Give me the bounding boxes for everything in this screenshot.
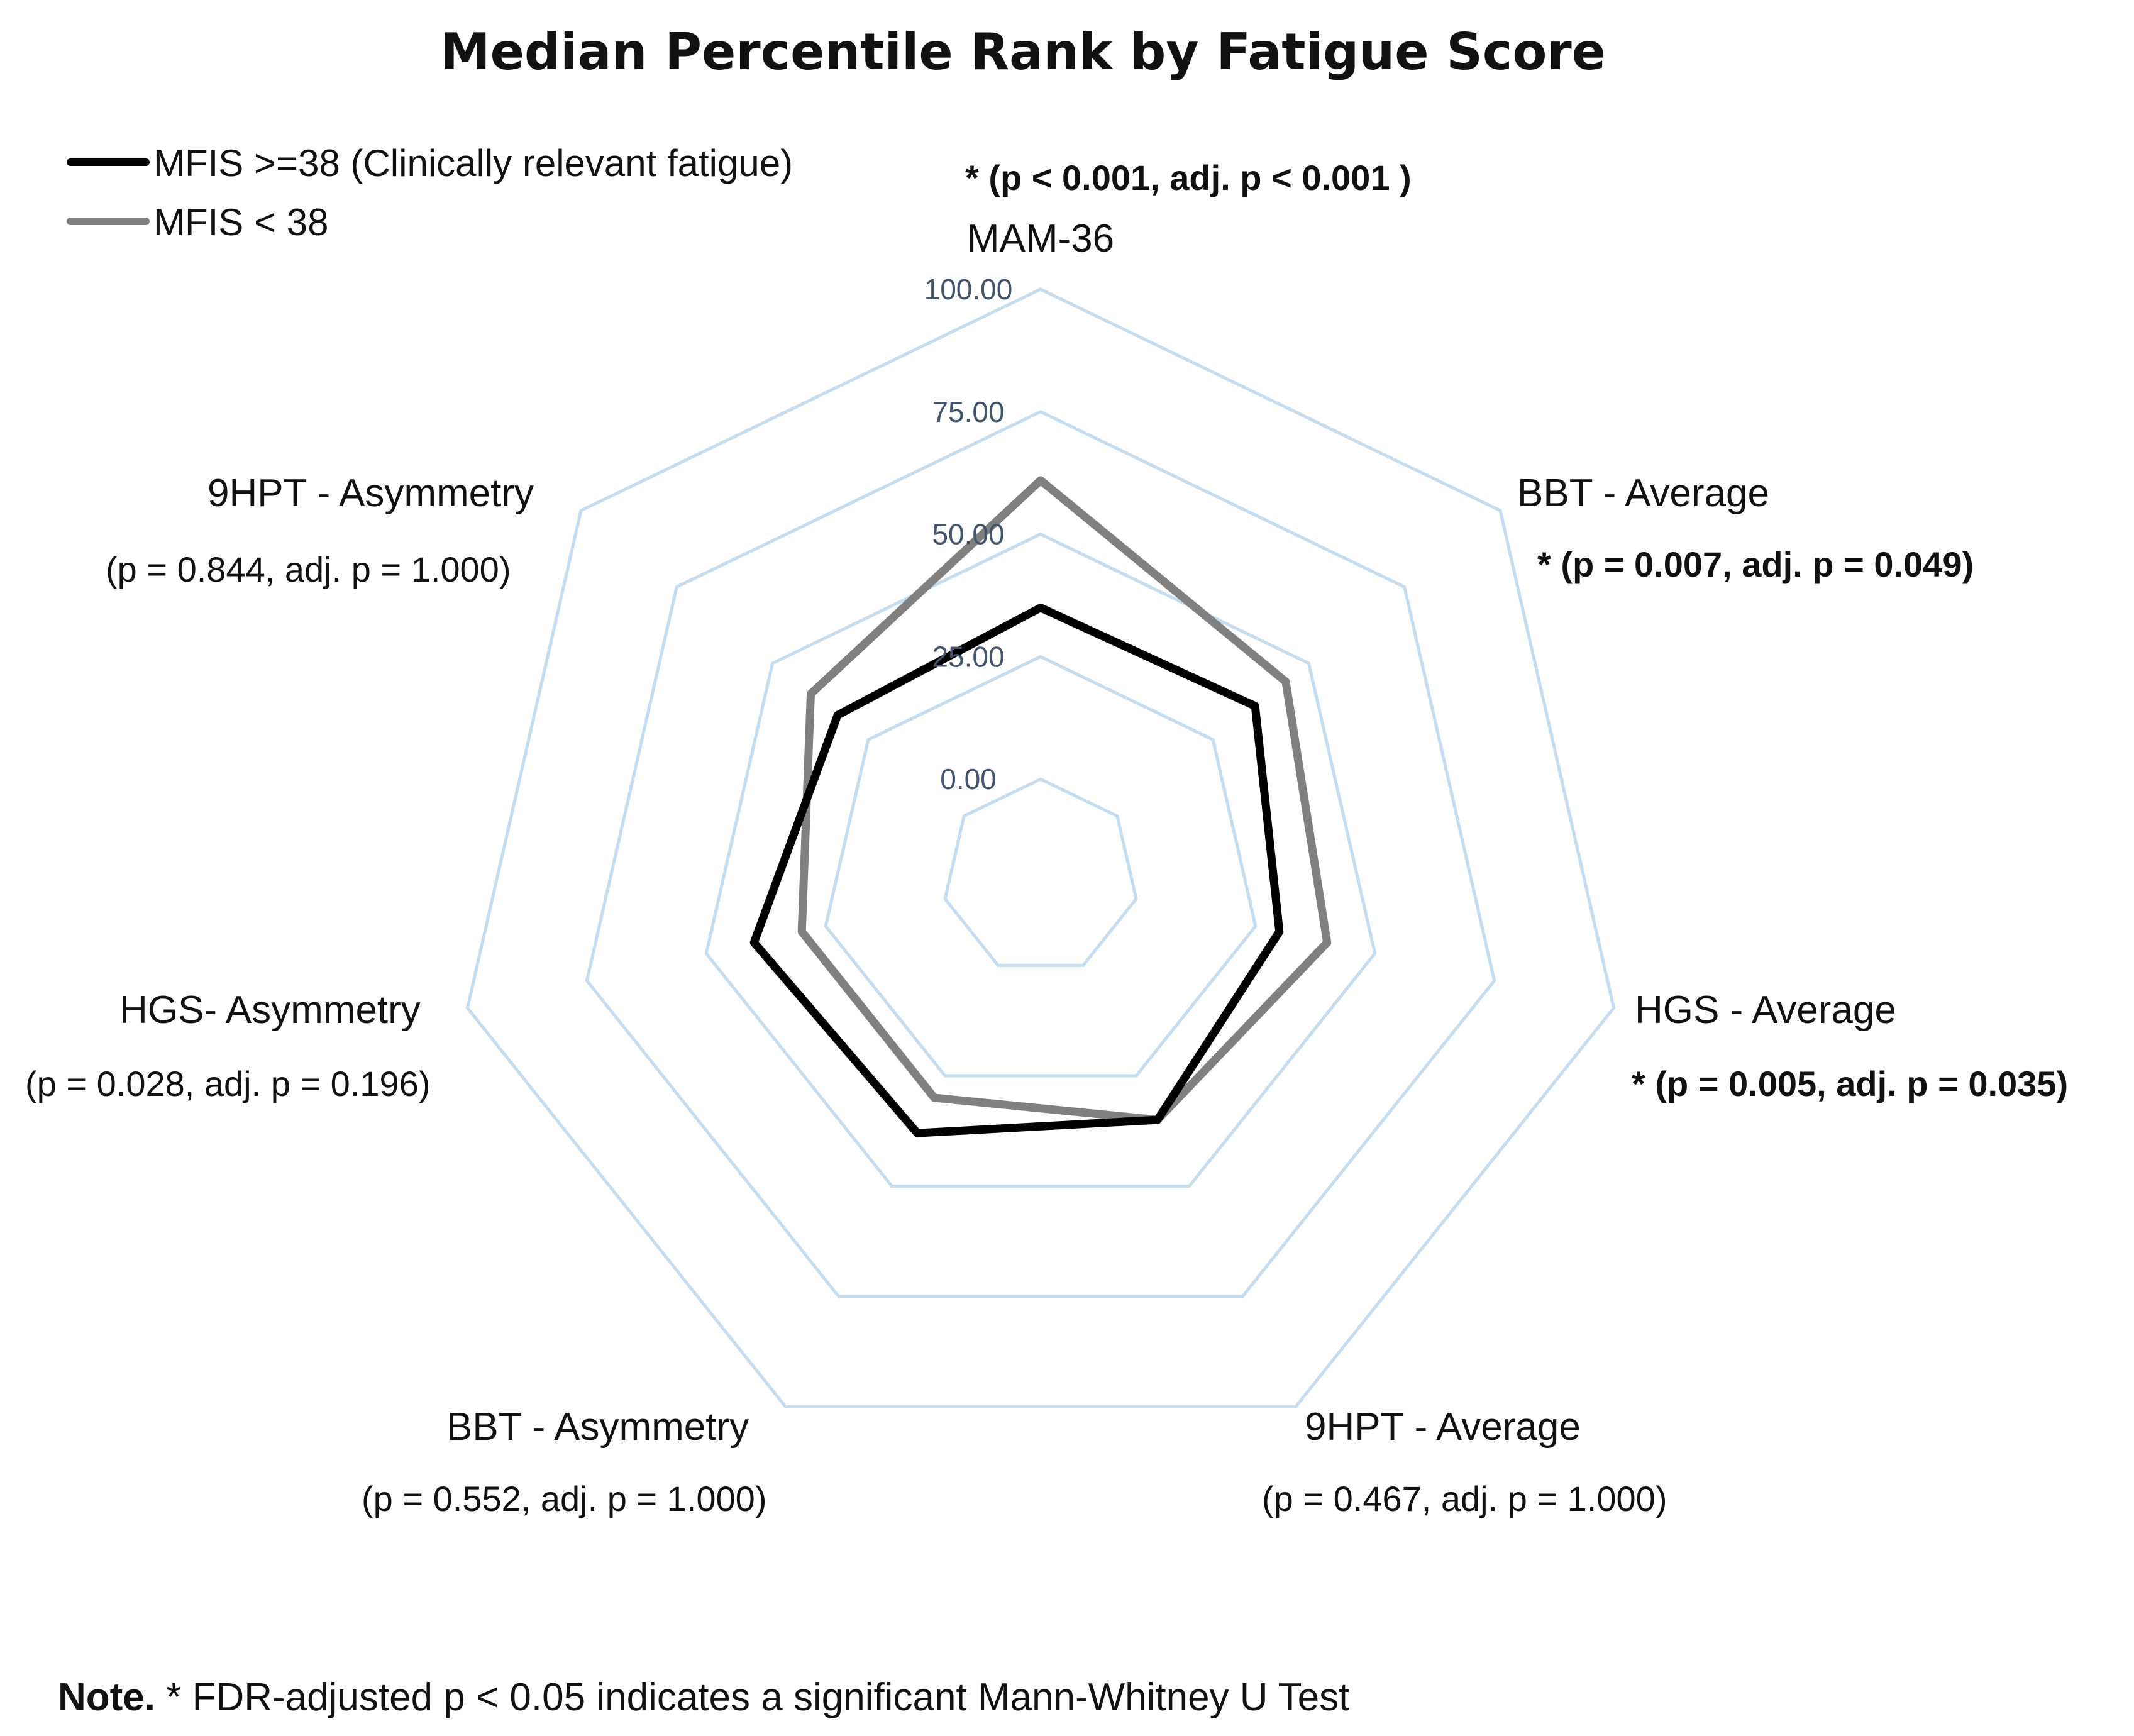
footnote: Note. * FDR-adjusted p < 0.05 indicates … <box>58 1676 1349 1719</box>
grid-ring <box>465 287 1616 1408</box>
pvalue-9hpt-asymmetry: (p = 0.844, adj. p = 1.000) <box>106 550 511 589</box>
tick-label: 50.00 <box>932 518 1004 551</box>
pvalue-mam36: * (p < 0.001, adj. p < 0.001 ) <box>965 158 1412 197</box>
pvalue-9hpt-average: (p = 0.467, adj. p = 1.000) <box>1262 1479 1667 1518</box>
axis-label-9hpt-average: 9HPT - Average <box>1305 1405 1581 1449</box>
legend: MFIS >=38 (Clinically relevant fatigue) … <box>67 142 793 243</box>
chart-title: Median Percentile Rank by Fatigue Score <box>440 23 1606 81</box>
grid-ring <box>824 655 1258 1078</box>
pvalue-bbt-asymmetry: (p = 0.552, adj. p = 1.000) <box>362 1479 766 1518</box>
pvalue-hgs-asymmetry: (p = 0.028, adj. p = 0.196) <box>25 1064 430 1103</box>
footnote-bold: Note. <box>58 1676 155 1719</box>
tick-label: 75.00 <box>932 395 1004 428</box>
footnote-text: * FDR-adjusted p < 0.05 indicates a sign… <box>155 1676 1349 1719</box>
legend-label-no-fatigue: MFIS < 38 <box>153 201 328 243</box>
tick-label: 100.00 <box>924 273 1013 306</box>
pvalue-hgs-average: * (p = 0.005, adj. p = 0.035) <box>1632 1064 2068 1103</box>
axis-label-hgs-average: HGS - Average <box>1635 988 1896 1032</box>
grid-ring <box>704 532 1377 1188</box>
pvalue-bbt-average: * (p = 0.007, adj. p = 0.049) <box>1537 545 1974 584</box>
series-line-fatigue <box>749 603 1284 1137</box>
series-line-no-fatigue <box>797 476 1332 1124</box>
axis-label-hgs-asymmetry: HGS- Asymmetry <box>119 988 421 1032</box>
axis-labels: MAM-36 * (p < 0.001, adj. p < 0.001 ) BB… <box>25 158 2068 1518</box>
tick-label: 0.00 <box>940 763 997 795</box>
axis-label-mam36: MAM-36 <box>967 217 1114 260</box>
axis-label-bbt-asymmetry: BBT - Asymmetry <box>446 1405 749 1449</box>
tick-label: 25.00 <box>932 640 1004 673</box>
axis-label-bbt-average: BBT - Average <box>1517 472 1769 515</box>
axis-label-9hpt-asymmetry: 9HPT - Asymmetry <box>207 472 534 515</box>
legend-label-fatigue: MFIS >=38 (Clinically relevant fatigue) <box>153 142 793 184</box>
radar-series <box>749 476 1332 1137</box>
grid-ring <box>943 777 1138 967</box>
radial-tick-labels: 0.00 25.00 50.00 75.00 100.00 <box>924 273 1013 795</box>
grid-ring <box>585 410 1496 1298</box>
radar-grid <box>465 287 1616 1408</box>
